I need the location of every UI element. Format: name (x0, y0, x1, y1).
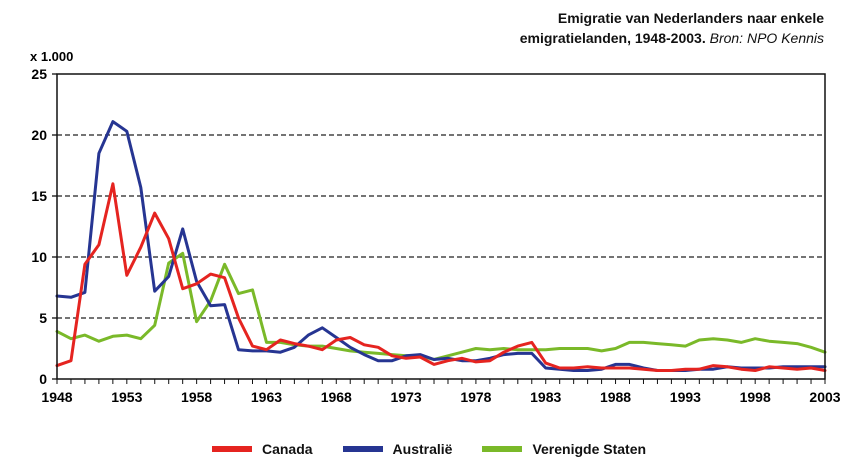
title-source: Bron: NPO Kennis (709, 30, 824, 46)
x-tick-label: 1968 (321, 389, 352, 405)
series-line-canada (55, 182, 827, 372)
y-unit-label: x 1.000 (30, 49, 73, 64)
grid (57, 134, 825, 319)
x-tick-label: 2003 (809, 389, 840, 405)
title-line-1: Emigratie van Nederlanders naar enkele (557, 10, 824, 26)
y-tick-label: 10 (31, 249, 47, 265)
axes: 0 5 10 15 20 25 1948 1953 1958 1963 1968 1973 1978 19… (31, 66, 840, 405)
x-tick-label: 1993 (670, 389, 701, 405)
x-tick-label: 1948 (41, 389, 72, 405)
legend-swatch (211, 446, 252, 452)
legend-item: Canada (211, 441, 313, 457)
series-group (55, 120, 827, 372)
legend-label: Canada (261, 441, 313, 457)
x-tick-label: 1973 (391, 389, 422, 405)
x-tick-label: 1983 (530, 389, 561, 405)
title-line-2-bold: emigratielanden, 1948-2003. (519, 30, 706, 46)
legend-item: Australië (342, 441, 453, 457)
legend: Canada Australië Verenigde Staten (0, 441, 858, 457)
x-tick-label: 1953 (111, 389, 142, 405)
legend-swatch (482, 446, 523, 452)
legend-label: Verenigde Staten (532, 441, 647, 457)
x-tick-label: 1978 (460, 389, 491, 405)
title-line-2: emigratielanden, 1948-2003. Bron: NPO Ke… (304, 28, 824, 48)
y-tick-label: 25 (31, 66, 47, 82)
plot-frame (56, 73, 826, 380)
x-tick-label: 1988 (600, 389, 631, 405)
x-tick-label: 1998 (740, 389, 771, 405)
y-tick-label: 0 (39, 371, 47, 387)
y-tick-label: 20 (31, 127, 47, 143)
legend-swatch (342, 446, 383, 452)
y-tick-label: 15 (31, 188, 47, 204)
y-tick-label: 5 (39, 310, 47, 326)
x-tick-label: 1958 (181, 389, 212, 405)
legend-label: Australië (392, 441, 453, 457)
x-tick-label: 1963 (251, 389, 282, 405)
legend-item: Verenigde Staten (482, 441, 646, 457)
chart-title: Emigratie van Nederlanders naar enkele e… (304, 8, 824, 48)
